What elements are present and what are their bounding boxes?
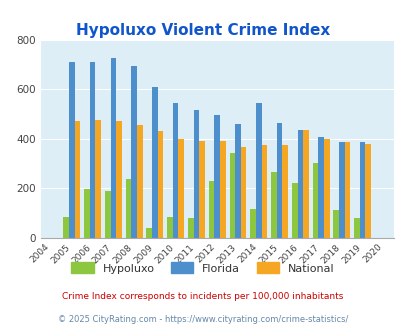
Bar xyxy=(250,209,255,238)
Bar xyxy=(261,145,266,238)
Bar xyxy=(152,86,157,238)
Bar xyxy=(146,228,152,238)
Bar xyxy=(75,121,80,238)
Bar xyxy=(255,103,261,238)
Text: Crime Index corresponds to incidents per 100,000 inhabitants: Crime Index corresponds to incidents per… xyxy=(62,292,343,301)
Bar xyxy=(208,181,214,238)
Legend: Hypoluxo, Florida, National: Hypoluxo, Florida, National xyxy=(67,258,338,278)
Bar xyxy=(338,142,344,238)
Bar xyxy=(364,144,370,238)
Bar xyxy=(323,139,329,238)
Bar xyxy=(271,172,276,238)
Bar xyxy=(178,139,183,238)
Bar xyxy=(344,142,350,238)
Bar xyxy=(281,145,287,238)
Bar xyxy=(220,141,225,238)
Bar xyxy=(173,103,178,238)
Bar xyxy=(234,124,240,238)
Bar xyxy=(63,216,69,238)
Bar xyxy=(312,163,318,238)
Bar xyxy=(157,131,163,238)
Bar xyxy=(110,58,116,238)
Bar xyxy=(333,211,338,238)
Bar xyxy=(359,142,364,238)
Bar xyxy=(167,216,173,238)
Bar xyxy=(131,66,136,238)
Bar xyxy=(291,183,297,238)
Bar xyxy=(297,130,303,238)
Bar xyxy=(116,121,121,238)
Bar xyxy=(318,137,323,238)
Bar xyxy=(354,218,359,238)
Bar xyxy=(95,120,101,238)
Bar xyxy=(199,141,205,238)
Bar xyxy=(84,189,90,238)
Bar xyxy=(188,218,193,238)
Bar xyxy=(229,153,234,238)
Bar xyxy=(240,147,246,238)
Bar xyxy=(104,190,110,238)
Text: © 2025 CityRating.com - https://www.cityrating.com/crime-statistics/: © 2025 CityRating.com - https://www.city… xyxy=(58,315,347,324)
Bar xyxy=(69,62,75,238)
Bar xyxy=(193,110,199,238)
Bar xyxy=(303,130,308,238)
Bar xyxy=(126,180,131,238)
Bar xyxy=(90,62,95,238)
Bar xyxy=(214,115,220,238)
Bar xyxy=(276,122,281,238)
Bar xyxy=(136,125,142,238)
Text: Hypoluxo Violent Crime Index: Hypoluxo Violent Crime Index xyxy=(76,23,329,38)
